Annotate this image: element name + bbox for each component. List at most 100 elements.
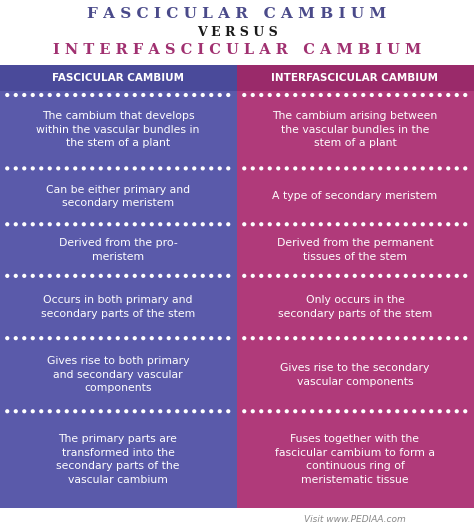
Circle shape bbox=[6, 337, 9, 340]
Circle shape bbox=[31, 167, 34, 170]
Circle shape bbox=[337, 337, 339, 340]
Circle shape bbox=[362, 410, 365, 413]
Circle shape bbox=[48, 410, 51, 413]
Circle shape bbox=[353, 410, 356, 413]
Circle shape bbox=[337, 94, 339, 96]
Circle shape bbox=[421, 167, 424, 170]
Circle shape bbox=[319, 94, 322, 96]
Circle shape bbox=[447, 337, 450, 340]
Circle shape bbox=[370, 223, 373, 226]
Circle shape bbox=[227, 337, 229, 340]
Circle shape bbox=[294, 223, 297, 226]
Circle shape bbox=[210, 275, 213, 277]
Circle shape bbox=[447, 410, 450, 413]
Circle shape bbox=[260, 167, 263, 170]
Circle shape bbox=[6, 94, 9, 96]
Circle shape bbox=[219, 275, 221, 277]
Bar bbox=[0, 338, 237, 411]
Bar bbox=[0, 168, 237, 224]
Circle shape bbox=[193, 410, 196, 413]
Circle shape bbox=[100, 337, 102, 340]
Circle shape bbox=[396, 410, 399, 413]
Circle shape bbox=[362, 223, 365, 226]
Circle shape bbox=[176, 167, 179, 170]
Circle shape bbox=[243, 167, 246, 170]
Bar bbox=[237, 411, 474, 508]
Bar bbox=[237, 168, 474, 224]
Circle shape bbox=[413, 167, 416, 170]
Text: Can be either primary and
secondary meristem: Can be either primary and secondary meri… bbox=[46, 185, 190, 208]
Circle shape bbox=[176, 337, 179, 340]
Circle shape bbox=[421, 410, 424, 413]
Circle shape bbox=[48, 337, 51, 340]
Circle shape bbox=[159, 275, 162, 277]
Circle shape bbox=[150, 337, 153, 340]
Circle shape bbox=[74, 275, 77, 277]
Circle shape bbox=[285, 94, 288, 96]
Circle shape bbox=[345, 410, 347, 413]
Circle shape bbox=[150, 94, 153, 96]
Circle shape bbox=[456, 275, 458, 277]
Circle shape bbox=[311, 94, 314, 96]
Bar bbox=[237, 224, 474, 276]
Circle shape bbox=[379, 94, 382, 96]
Circle shape bbox=[243, 337, 246, 340]
Circle shape bbox=[404, 167, 407, 170]
Circle shape bbox=[210, 94, 213, 96]
Circle shape bbox=[210, 223, 213, 226]
Circle shape bbox=[14, 410, 17, 413]
Circle shape bbox=[74, 167, 77, 170]
Circle shape bbox=[302, 167, 305, 170]
Circle shape bbox=[210, 410, 213, 413]
Circle shape bbox=[184, 337, 187, 340]
Circle shape bbox=[57, 275, 60, 277]
Circle shape bbox=[319, 275, 322, 277]
Circle shape bbox=[100, 94, 102, 96]
Circle shape bbox=[40, 410, 43, 413]
Circle shape bbox=[91, 337, 94, 340]
Circle shape bbox=[421, 223, 424, 226]
Circle shape bbox=[379, 167, 382, 170]
Text: The cambium arising between
the vascular bundles in the
stem of a plant: The cambium arising between the vascular… bbox=[273, 111, 438, 148]
Circle shape bbox=[159, 337, 162, 340]
Circle shape bbox=[142, 337, 145, 340]
Circle shape bbox=[227, 410, 229, 413]
Text: V E R S U S: V E R S U S bbox=[197, 25, 277, 38]
Circle shape bbox=[23, 94, 26, 96]
Circle shape bbox=[251, 223, 254, 226]
Circle shape bbox=[142, 223, 145, 226]
Circle shape bbox=[328, 337, 331, 340]
Circle shape bbox=[193, 275, 196, 277]
Circle shape bbox=[14, 167, 17, 170]
Circle shape bbox=[311, 275, 314, 277]
Circle shape bbox=[125, 94, 128, 96]
Circle shape bbox=[31, 94, 34, 96]
Circle shape bbox=[404, 410, 407, 413]
Text: Fuses together with the
fascicular cambium to form a
continuous ring of
meristem: Fuses together with the fascicular cambi… bbox=[275, 434, 435, 485]
Circle shape bbox=[74, 223, 77, 226]
Circle shape bbox=[57, 337, 60, 340]
Text: INTERFASCICULAR CAMBIUM: INTERFASCICULAR CAMBIUM bbox=[272, 73, 438, 83]
Circle shape bbox=[430, 94, 433, 96]
Circle shape bbox=[6, 410, 9, 413]
Circle shape bbox=[116, 167, 119, 170]
Circle shape bbox=[48, 94, 51, 96]
Circle shape bbox=[201, 337, 204, 340]
Circle shape bbox=[57, 167, 60, 170]
Circle shape bbox=[353, 337, 356, 340]
Circle shape bbox=[116, 223, 119, 226]
Circle shape bbox=[201, 94, 204, 96]
Circle shape bbox=[430, 337, 433, 340]
Circle shape bbox=[219, 410, 221, 413]
Circle shape bbox=[167, 275, 170, 277]
Circle shape bbox=[82, 94, 85, 96]
Circle shape bbox=[159, 94, 162, 96]
Circle shape bbox=[159, 410, 162, 413]
Circle shape bbox=[243, 223, 246, 226]
Circle shape bbox=[311, 337, 314, 340]
Circle shape bbox=[65, 94, 68, 96]
Circle shape bbox=[91, 223, 94, 226]
Circle shape bbox=[167, 223, 170, 226]
Text: The primary parts are
transformed into the
secondary parts of the
vascular cambi: The primary parts are transformed into t… bbox=[56, 434, 180, 485]
Circle shape bbox=[464, 337, 466, 340]
